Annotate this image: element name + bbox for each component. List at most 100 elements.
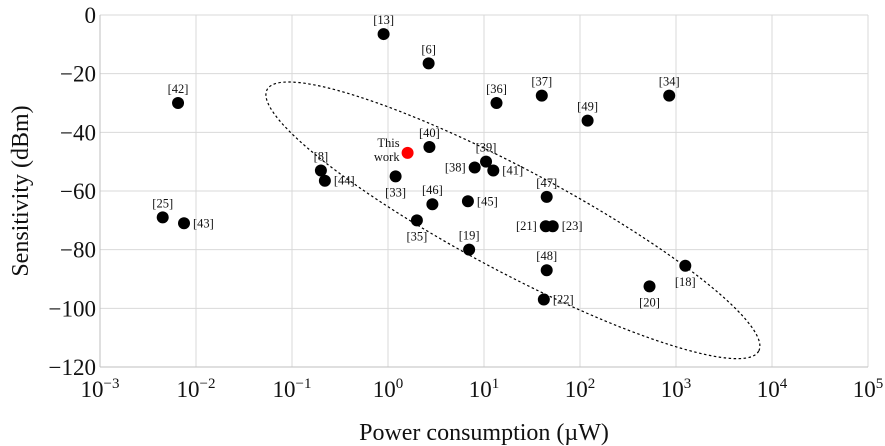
point-label: [21] — [516, 219, 537, 233]
point-label: [37] — [531, 75, 552, 89]
point-label: [6] — [421, 42, 436, 56]
point-label: [47] — [536, 176, 557, 190]
point-label: [49] — [577, 100, 598, 114]
point-label: [43] — [193, 216, 214, 230]
data-point — [377, 28, 390, 41]
point-label-line: This — [377, 136, 399, 150]
data-point — [156, 211, 169, 224]
x-tick-base: 10 — [273, 377, 296, 402]
data-point — [463, 243, 476, 256]
point-label: [40] — [419, 126, 440, 140]
point-label: [8] — [314, 149, 329, 163]
point-label: [22] — [553, 293, 574, 307]
x-tick-label: 100 — [373, 376, 404, 402]
point-label: [39] — [476, 141, 497, 155]
x-tick-label: 102 — [565, 376, 596, 402]
point-label-line: work — [374, 150, 400, 164]
data-point — [426, 198, 439, 211]
dashed-ellipse-annotation — [265, 81, 761, 360]
point-label: [38] — [445, 161, 466, 175]
x-tick-base: 10 — [81, 377, 104, 402]
data-point — [422, 57, 435, 70]
x-tick-base: 10 — [853, 377, 876, 402]
point-label: [46] — [422, 183, 443, 197]
data-point — [318, 174, 331, 187]
point-label: [20] — [639, 295, 660, 309]
data-point — [546, 220, 559, 233]
x-tick-exponent: 0 — [396, 376, 404, 392]
x-axis-title: Power consumption (µW) — [359, 420, 609, 446]
x-tick-exponent: −2 — [200, 376, 216, 392]
data-point — [178, 217, 191, 230]
point-label: [48] — [536, 249, 557, 263]
data-point — [663, 89, 676, 102]
data-point — [535, 89, 548, 102]
point-label: [25] — [152, 196, 173, 210]
x-tick-base: 10 — [373, 377, 396, 402]
data-point — [540, 264, 553, 277]
y-tick-label: −40 — [60, 120, 96, 145]
data-point — [540, 190, 553, 203]
y-tick-label: −100 — [49, 296, 96, 321]
point-label: This work — [374, 136, 400, 164]
data-point — [480, 155, 493, 168]
data-point — [643, 280, 656, 293]
x-tick-exponent: 3 — [684, 376, 692, 392]
point-label: [13] — [373, 13, 394, 27]
y-tick-label: 0 — [85, 3, 97, 28]
y-axis-title: Sensitivity (dBm) — [8, 105, 34, 276]
point-labels: This work [13] [6] [42] [36] [37] [34] [49] [40] [… — [152, 13, 695, 309]
x-tick-label: 103 — [661, 376, 692, 402]
y-tick-label: −80 — [60, 238, 96, 263]
data-point — [679, 259, 692, 272]
x-tick-label: 101 — [469, 376, 500, 402]
point-label: [35] — [406, 229, 427, 243]
x-tick-base: 10 — [177, 377, 200, 402]
x-tick-label: 105 — [853, 376, 884, 402]
x-tick-exponent: −3 — [104, 376, 120, 392]
x-tick-exponent: 5 — [876, 376, 884, 392]
point-label: [36] — [486, 82, 507, 96]
data-points — [156, 28, 692, 306]
y-tick-label: −60 — [60, 179, 96, 204]
x-tick-exponent: 4 — [780, 376, 788, 392]
x-tick-base: 10 — [757, 377, 780, 402]
point-label: [23] — [562, 219, 583, 233]
x-tick-exponent: −1 — [296, 376, 312, 392]
grid-lines — [99, 14, 869, 368]
data-point — [461, 195, 474, 208]
x-tick-label: 10−1 — [273, 376, 312, 402]
data-point — [490, 97, 503, 109]
point-label: [34] — [659, 75, 680, 89]
x-tick-base: 10 — [469, 377, 492, 402]
data-point — [410, 214, 423, 227]
data-point — [423, 141, 436, 153]
point-label: [41] — [502, 163, 523, 177]
x-tick-label: 10−2 — [177, 376, 216, 402]
y-tick-label: −120 — [49, 355, 96, 380]
point-label: [18] — [675, 275, 696, 289]
x-tick-label: 104 — [757, 376, 788, 402]
data-point — [468, 161, 481, 174]
x-tick-base: 10 — [565, 377, 588, 402]
annotations — [265, 81, 761, 360]
x-tick-exponent: 1 — [492, 376, 500, 392]
data-point — [581, 114, 594, 127]
data-point — [314, 164, 327, 177]
data-point — [172, 97, 185, 109]
point-label: [44] — [334, 174, 355, 188]
data-point — [487, 164, 500, 177]
data-point — [389, 170, 402, 183]
y-tick-label: −20 — [60, 62, 96, 87]
x-tick-base: 10 — [661, 377, 684, 402]
point-label: [45] — [477, 194, 498, 208]
point-label: [42] — [168, 82, 189, 96]
point-label: [33] — [385, 185, 406, 199]
x-tick-exponent: 2 — [588, 376, 596, 392]
x-tick-label: 10−3 — [81, 376, 120, 402]
point-label: [19] — [459, 229, 480, 243]
axes: 10−3 10−2 10−1 100 101 102 103 104 1050−20−40−60… — [8, 3, 883, 446]
this-work-point — [401, 146, 414, 159]
